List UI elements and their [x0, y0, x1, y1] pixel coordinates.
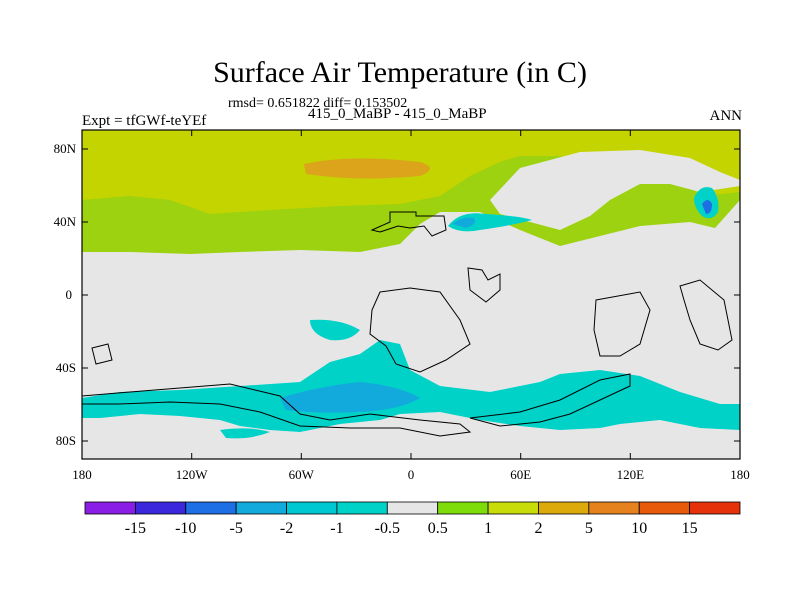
season-label: ANN	[709, 108, 743, 124]
colorbar-label: 1	[484, 520, 492, 537]
lat-label-40n: 40N	[54, 214, 77, 229]
experiment-label: Expt = tfGWf-teYEf	[82, 113, 207, 129]
colorbar-swatch	[84, 501, 136, 515]
colorbar-swatch	[538, 501, 590, 515]
latitude-axis: 80N 40N 0 40S 80S	[54, 141, 740, 448]
cool-anomaly-south-secondary	[310, 319, 360, 341]
colorbar-label: -5	[229, 520, 242, 537]
cool-anomaly-northeast-core	[702, 200, 712, 214]
lat-label-40s: 40S	[56, 360, 76, 375]
land-outline	[679, 279, 733, 351]
colorbar-swatch	[638, 501, 691, 515]
colorbar-label: -15	[125, 520, 146, 537]
colorbar: -15 -10 -5 -2 -1 -0.5 0.5 1 2 5 10 15	[84, 501, 741, 537]
land-outline	[593, 291, 651, 357]
lat-label-0: 0	[66, 287, 73, 302]
comparison-label: 415_0_MaBP - 415_0_MaBP	[308, 106, 487, 122]
statistics-label: rmsd= 0.651822 diff= 0.153502	[228, 96, 408, 111]
colorbar-swatch	[235, 501, 287, 515]
land-outline	[370, 211, 447, 237]
land-outline	[469, 373, 631, 427]
colorbar-swatch	[134, 501, 187, 515]
colorbar-label: -1	[330, 520, 343, 537]
land-outline	[467, 267, 501, 303]
colorbar-label: 2	[534, 520, 542, 537]
plot-title: Surface Air Temperature (in C)	[213, 56, 587, 89]
colorbar-label: -10	[175, 520, 196, 537]
colorbar-swatch	[336, 501, 388, 515]
lon-label-60w: 60W	[289, 467, 315, 482]
colorbar-swatch	[689, 501, 741, 515]
colorbar-swatch	[185, 501, 237, 515]
lon-label-60e: 60E	[510, 467, 531, 482]
cool-anomaly-north-core	[452, 217, 475, 228]
colorbar-label: 5	[585, 520, 593, 537]
lat-label-80s: 80S	[56, 433, 76, 448]
lon-label-120w: 120W	[176, 467, 209, 482]
colorbar-label: -0.5	[375, 520, 400, 537]
colorbar-label: 10	[631, 520, 647, 537]
warm-anomaly-maximum	[304, 158, 430, 179]
colorbar-swatch	[386, 501, 439, 515]
neutral-region-east	[490, 150, 740, 230]
land-outline	[81, 383, 472, 437]
land-outlines	[81, 211, 733, 437]
land-outline	[369, 287, 471, 373]
colorbar-swatch	[588, 501, 640, 515]
lon-label-0: 0	[408, 467, 415, 482]
colorbar-label: 15	[682, 520, 698, 537]
longitude-axis: 180 120W 60W 0 60E 120E 180	[72, 130, 750, 482]
colorbar-label: -2	[280, 520, 293, 537]
lon-label-180e: 180	[730, 467, 750, 482]
land-outline	[91, 343, 113, 365]
temperature-field	[82, 130, 740, 459]
colorbar-swatch	[487, 501, 539, 515]
cool-anomaly-south-core	[280, 382, 420, 413]
colorbar-swatch	[437, 501, 489, 515]
lon-label-120e: 120E	[617, 467, 645, 482]
lat-label-80n: 80N	[54, 141, 77, 156]
colorbar-swatch	[286, 501, 338, 515]
colorbar-label: 0.5	[428, 520, 448, 537]
cool-anomaly-south-tertiary	[220, 428, 270, 439]
lon-label-180w: 180	[72, 467, 92, 482]
